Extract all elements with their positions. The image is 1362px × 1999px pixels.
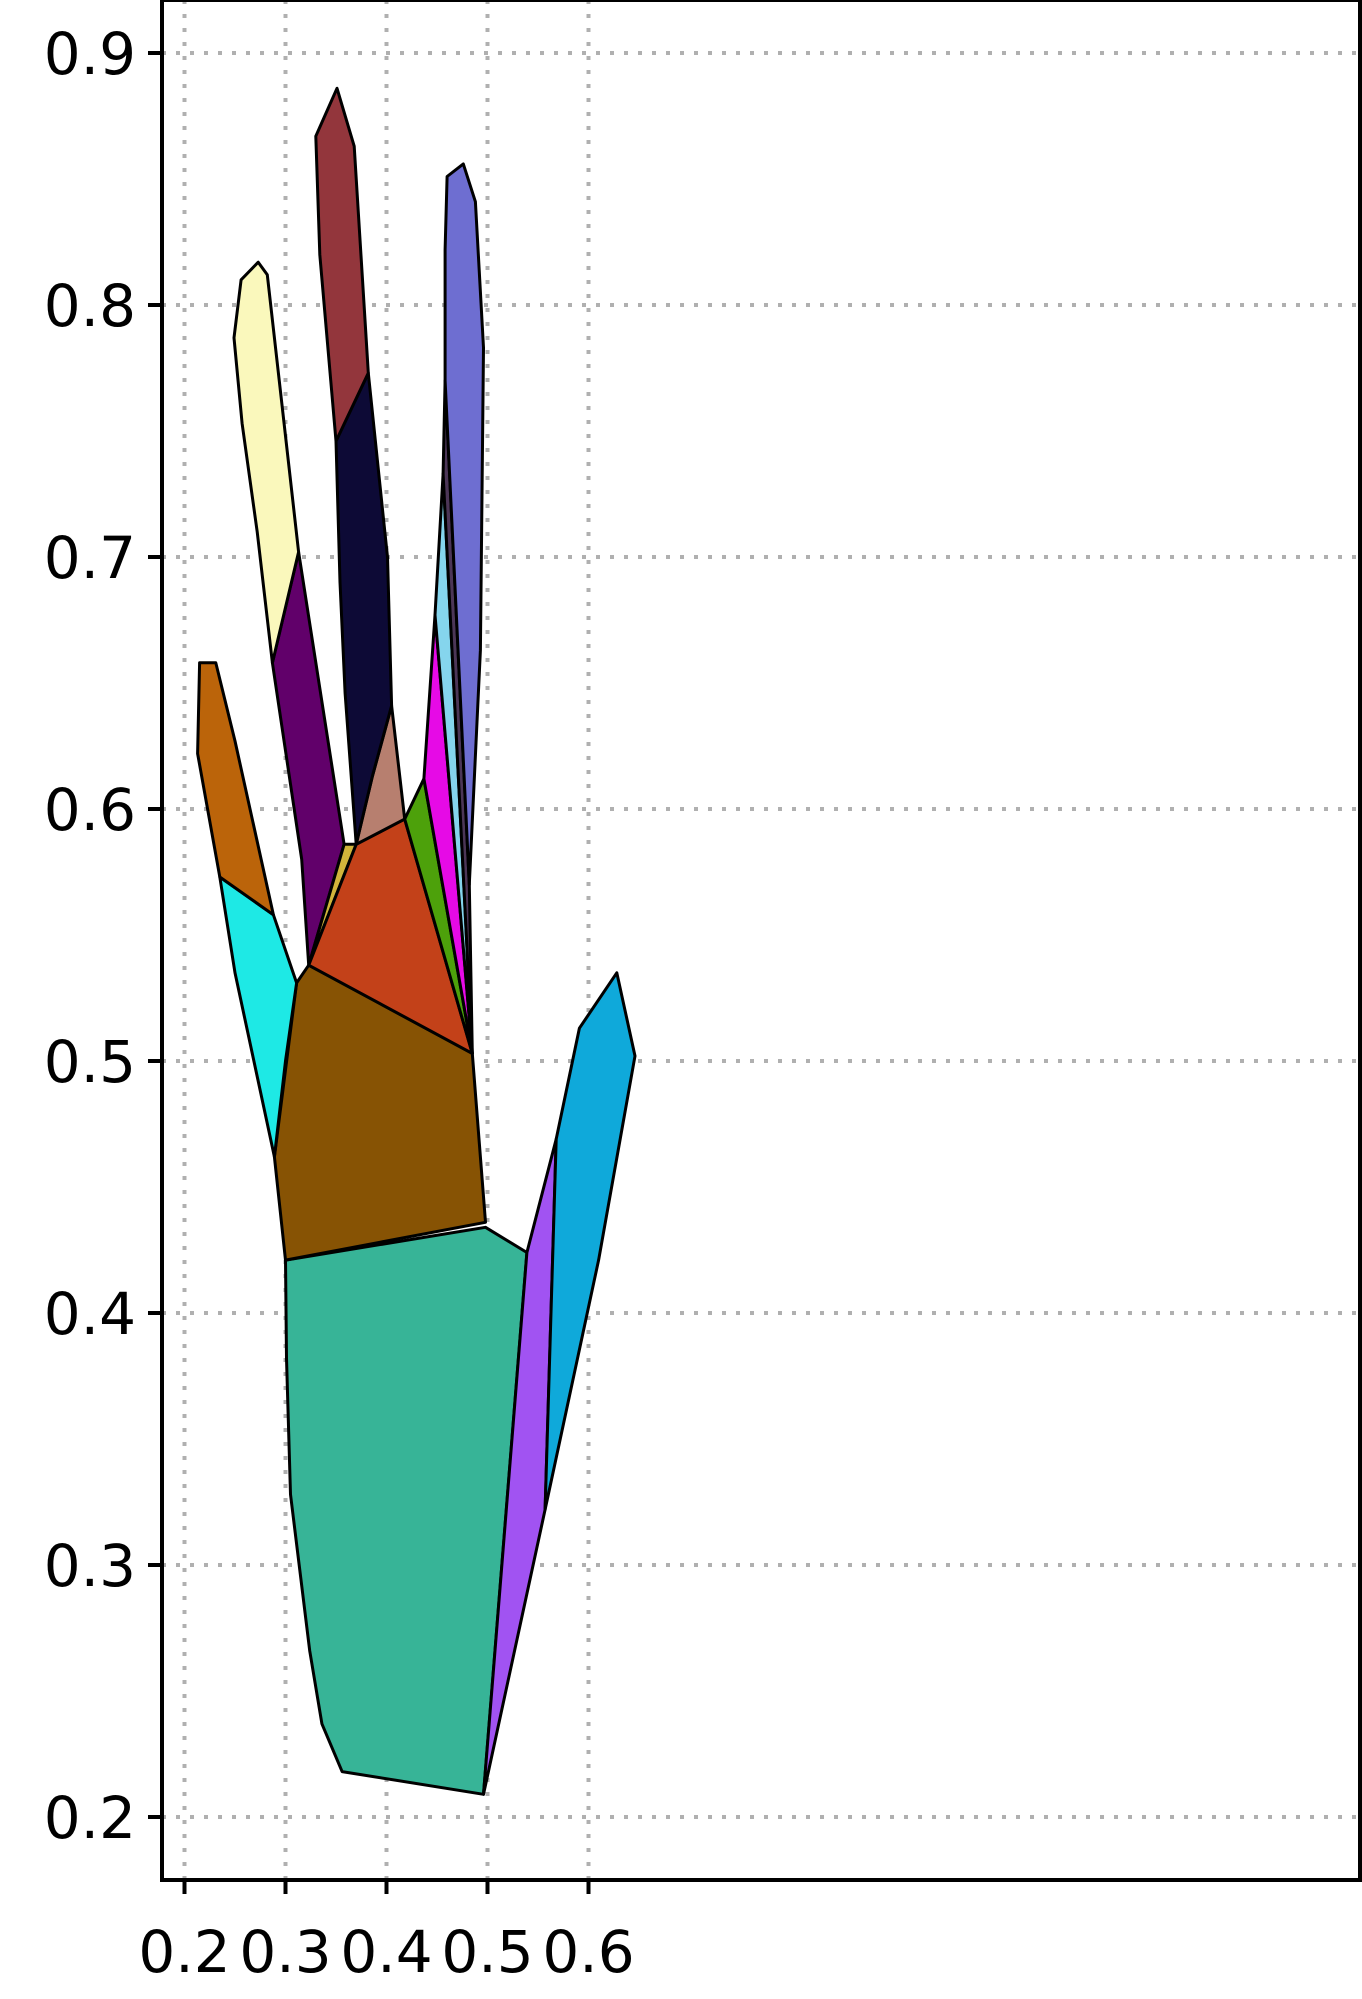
y-tick-label: 0.5 [44, 1028, 136, 1096]
y-tick-label: 0.4 [44, 1280, 136, 1348]
region-polygon-4 [196, 661, 275, 917]
y-tick-label: 0.3 [44, 1532, 136, 1600]
region-polygon-18 [543, 971, 637, 1512]
polygon-regions [196, 86, 637, 1796]
y-tick-label: 0.2 [44, 1784, 136, 1852]
x-tick-label: 0.4 [340, 1918, 432, 1986]
y-tick-label: 0.7 [44, 524, 136, 592]
region-polygon-16 [443, 162, 485, 887]
x-tick-label: 0.3 [239, 1918, 331, 1986]
x-axis: 0.2 0.3 0.4 0.5 0.6 [138, 1880, 635, 1986]
plot-frame [160, 0, 1362, 1882]
x-tick-label: 0.5 [441, 1918, 533, 1986]
y-tick-label: 0.6 [44, 776, 136, 844]
x-tick-label: 0.6 [542, 1918, 634, 1986]
x-tick-label: 0.2 [138, 1918, 230, 1986]
region-polygon-6 [232, 260, 301, 665]
region-polygon-1 [284, 1225, 529, 1796]
region-polygon-10 [334, 371, 394, 846]
y-tick-label: 0.8 [44, 272, 136, 340]
y-axis: 0.2 0.3 0.4 0.5 0.6 0.7 0.8 0.9 [44, 20, 162, 1852]
region-polygon-11 [314, 86, 370, 443]
y-tick-label: 0.9 [44, 20, 136, 88]
